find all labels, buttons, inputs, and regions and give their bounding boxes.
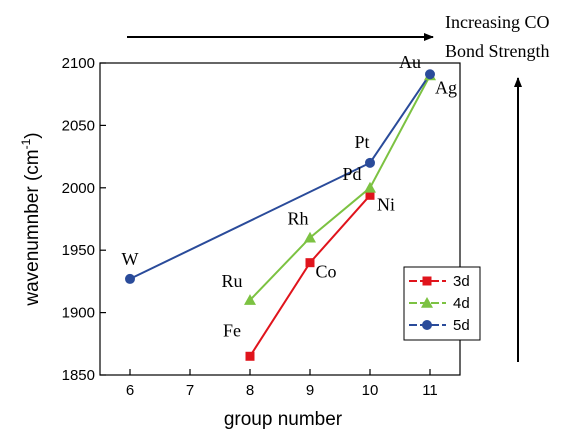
y-tick-label: 1850	[62, 367, 95, 384]
legend-label-3d: 3d	[453, 273, 470, 290]
point-label: Fe	[223, 320, 241, 340]
y-tick-label: 2000	[62, 180, 95, 197]
y-tick-label: 1950	[62, 242, 95, 259]
x-tick-label: 10	[362, 382, 379, 399]
point-label: Co	[315, 262, 336, 282]
point-label: Ag	[435, 77, 457, 97]
data-point-4d	[364, 181, 376, 193]
x-tick-label: 7	[186, 382, 194, 399]
series-line-4d	[249, 75, 431, 301]
data-point-4d	[244, 294, 256, 305]
point-label: Pt	[354, 132, 369, 152]
point-label: Rh	[287, 209, 308, 229]
data-point-3d	[305, 258, 315, 268]
point-label: W	[122, 249, 139, 269]
legend-label-5d: 5d	[453, 317, 470, 334]
legend-marker-5d	[422, 320, 432, 330]
legend-label-4d: 4d	[453, 295, 470, 312]
data-point-3d	[245, 351, 255, 361]
series-markers	[125, 69, 436, 361]
annotation-line-1: Increasing CO	[445, 12, 549, 32]
series-line-3d	[249, 194, 371, 357]
annotation-line-2: Bond Strength	[445, 41, 550, 61]
legend-marker-3d	[422, 276, 432, 286]
point-labels: Fe Co Ni Ru Rh Pd Ag W Pt Au	[122, 52, 458, 340]
x-axis-title: group number	[224, 409, 343, 430]
series-line-5d	[129, 73, 431, 280]
data-point-4d	[304, 231, 316, 243]
point-label: Ru	[221, 271, 242, 291]
data-point-3d	[365, 190, 375, 200]
y-axis-title: wavenumnber (cm-1)	[19, 132, 43, 306]
y-axis-title-superscript: -1	[19, 138, 33, 149]
legend-items: 3d 4d 5d	[409, 273, 470, 334]
point-label: Ni	[377, 194, 395, 214]
y-tick-label: 2050	[62, 117, 95, 134]
x-tick-label: 11	[422, 382, 438, 399]
point-label: Pd	[342, 164, 361, 184]
point-label: Au	[399, 52, 421, 72]
legend-marker-4d	[421, 297, 433, 308]
y-axis-title-main: wavenumnber (cm	[22, 149, 43, 306]
plot-frame	[99, 62, 461, 376]
series-lines	[129, 73, 431, 357]
y-tick-label: 2100	[62, 55, 95, 72]
x-tick-label: 6	[126, 382, 134, 399]
x-tick-label: 9	[306, 382, 314, 399]
data-point-5d	[125, 273, 135, 284]
y-axis-title-close: )	[22, 132, 43, 138]
axis-ticks: 6 7 8 9 10 11 1850 1900 1950 2000 2050 2100	[62, 55, 438, 399]
data-point-5d	[365, 157, 375, 168]
y-tick-label: 1900	[62, 305, 95, 322]
data-point-5d	[425, 69, 435, 80]
x-tick-label: 8	[246, 382, 254, 399]
